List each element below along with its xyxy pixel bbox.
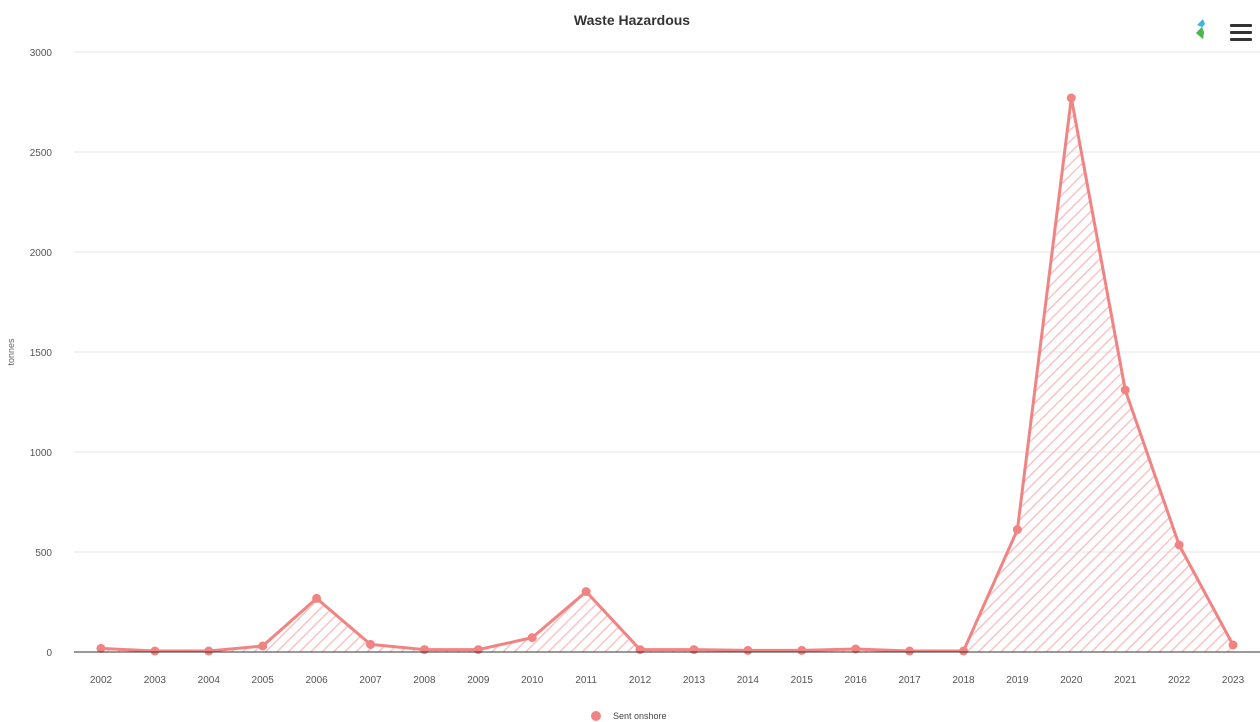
x-tick-label: 2022 [1168, 675, 1191, 686]
x-tick-label: 2003 [144, 675, 167, 686]
data-point[interactable] [1120, 385, 1130, 395]
y-tick-label: 2500 [30, 148, 53, 159]
x-tick-label: 2018 [952, 675, 975, 686]
x-tick-label: 2006 [305, 675, 328, 686]
data-point[interactable] [1066, 93, 1076, 103]
data-point[interactable] [1012, 525, 1022, 535]
data-point[interactable] [1228, 640, 1238, 650]
x-tick-label: 2010 [521, 675, 544, 686]
hamburger-menu-icon [1230, 24, 1252, 27]
y-tick-label: 2000 [30, 248, 53, 259]
x-tick-label: 2016 [845, 675, 868, 686]
y-axis-ticks: 0 500 1000 1500 2000 2500 3000 [30, 48, 53, 659]
y-tick-label: 1500 [30, 348, 53, 359]
data-point[interactable] [743, 645, 753, 655]
data-point[interactable] [204, 646, 214, 656]
chart-title: Waste Hazardous [574, 12, 690, 28]
series-sent-onshore [96, 93, 1238, 656]
data-point[interactable] [851, 644, 861, 654]
legend-item-sent-onshore[interactable]: Sent onshore [613, 711, 667, 721]
y-axis-label: tonnes [6, 338, 16, 366]
x-tick-label: 2004 [198, 675, 221, 686]
brand-logo-icon [1193, 18, 1211, 40]
x-axis-ticks: 2002 2003 2004 2005 2006 2007 2008 2009 2010 2011… [90, 675, 1245, 686]
x-tick-label: 2021 [1114, 675, 1137, 686]
data-point[interactable] [419, 645, 429, 655]
x-tick-label: 2019 [1006, 675, 1029, 686]
x-tick-label: 2023 [1222, 675, 1245, 686]
x-tick-label: 2002 [90, 675, 113, 686]
x-tick-label: 2020 [1060, 675, 1083, 686]
chart-menu-button[interactable] [1230, 24, 1252, 42]
x-tick-label: 2009 [467, 675, 490, 686]
y-tick-label: 1000 [30, 448, 53, 459]
data-point[interactable] [797, 645, 807, 655]
data-point[interactable] [473, 645, 483, 655]
series-line [100, 96, 1235, 653]
x-tick-label: 2007 [359, 675, 382, 686]
data-point[interactable] [527, 633, 537, 643]
x-tick-label: 2012 [629, 675, 652, 686]
data-point[interactable] [1174, 540, 1184, 550]
x-tick-label: 2015 [791, 675, 814, 686]
data-point[interactable] [905, 646, 915, 656]
data-point[interactable] [258, 641, 268, 651]
data-point[interactable] [312, 593, 322, 603]
data-point[interactable] [96, 643, 106, 653]
y-tick-label: 3000 [30, 48, 53, 59]
data-point[interactable] [150, 646, 160, 656]
y-tick-label: 0 [46, 648, 52, 659]
x-tick-label: 2017 [898, 675, 921, 686]
x-tick-label: 2005 [252, 675, 275, 686]
data-point[interactable] [689, 645, 699, 655]
x-tick-label: 2008 [413, 675, 436, 686]
data-point[interactable] [635, 645, 645, 655]
data-point[interactable] [366, 639, 375, 649]
legend-marker [591, 711, 601, 721]
y-tick-label: 500 [35, 548, 52, 559]
data-point[interactable] [959, 646, 968, 656]
x-tick-label: 2014 [737, 675, 760, 686]
legend: Sent onshore [591, 711, 667, 721]
x-tick-label: 2013 [683, 675, 706, 686]
data-point[interactable] [581, 587, 591, 597]
series-area [100, 98, 1234, 652]
x-tick-label: 2011 [575, 675, 597, 686]
